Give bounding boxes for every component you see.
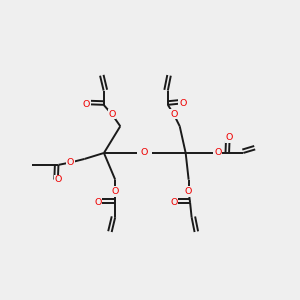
- Text: O: O: [214, 148, 221, 158]
- Text: O: O: [83, 100, 90, 109]
- Text: O: O: [108, 110, 116, 119]
- Text: O: O: [67, 158, 74, 167]
- Text: O: O: [170, 198, 178, 207]
- Text: O: O: [94, 198, 102, 207]
- Text: O: O: [185, 187, 192, 196]
- Text: O: O: [170, 110, 178, 119]
- Text: O: O: [54, 175, 61, 184]
- Text: O: O: [141, 148, 148, 158]
- Text: O: O: [112, 187, 119, 196]
- Text: O: O: [226, 133, 233, 142]
- Text: O: O: [179, 99, 186, 108]
